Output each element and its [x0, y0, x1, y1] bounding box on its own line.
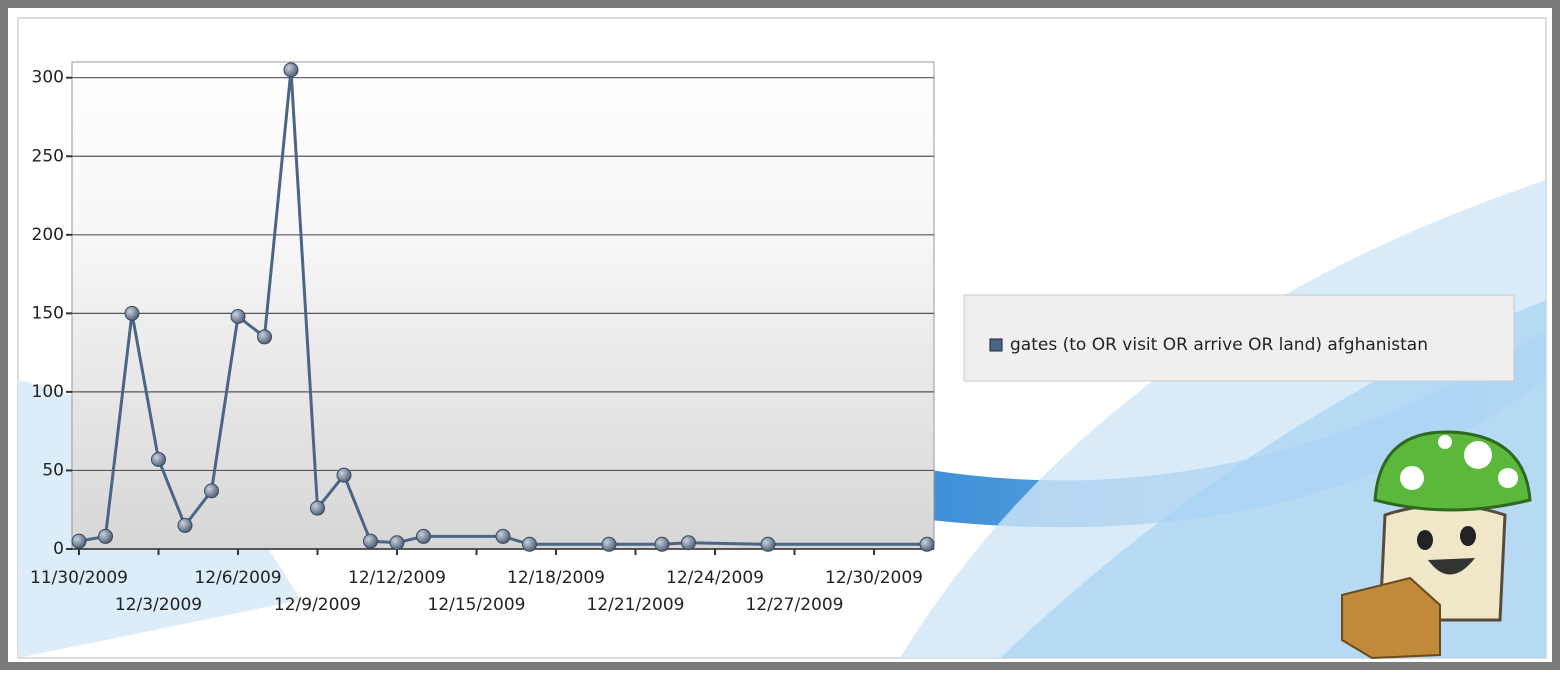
legend-label: gates (to OR visit OR arrive OR land) af… [1010, 335, 1428, 355]
data-point [152, 452, 166, 466]
y-tick-label: 150 [32, 303, 64, 323]
data-point [72, 534, 86, 548]
data-point [178, 518, 192, 532]
data-point [682, 536, 696, 550]
x-tick-label: 12/12/2009 [348, 568, 446, 588]
chart: 0 50 100 150 200 250 300 11/30/2009 12/3/2009 12/… [0, 0, 1560, 670]
data-point [231, 309, 245, 323]
x-tick-label: 12/6/2009 [194, 568, 281, 588]
data-point [417, 529, 431, 543]
y-tick-label: 200 [32, 225, 64, 245]
x-tick-label: 12/24/2009 [666, 568, 764, 588]
data-point [523, 537, 537, 551]
data-point [284, 63, 298, 77]
data-point [602, 537, 616, 551]
data-point [761, 537, 775, 551]
x-tick-label: 12/15/2009 [428, 595, 526, 615]
x-tick-label: 12/9/2009 [274, 595, 361, 615]
x-tick-label: 12/30/2009 [825, 568, 923, 588]
x-tick-label: 12/3/2009 [115, 595, 202, 615]
data-point [205, 484, 219, 498]
y-tick-label: 250 [32, 146, 64, 166]
data-point [311, 501, 325, 515]
x-tick-label: 12/21/2009 [587, 595, 685, 615]
data-point [364, 534, 378, 548]
data-point [99, 529, 113, 543]
page: 0 50 100 150 200 250 300 11/30/2009 12/3/2009 12/… [0, 0, 1560, 674]
y-tick-label: 300 [32, 68, 64, 88]
x-tick-label: 11/30/2009 [30, 568, 128, 588]
y-tick-label: 100 [32, 382, 64, 402]
plot-area [72, 62, 934, 549]
y-tick-label: 50 [42, 460, 64, 480]
data-point [258, 330, 272, 344]
data-point [920, 537, 934, 551]
legend-swatch [990, 339, 1002, 351]
data-point [125, 306, 139, 320]
x-tick-label: 12/18/2009 [507, 568, 605, 588]
data-point [337, 468, 351, 482]
data-point [496, 529, 510, 543]
data-point [655, 537, 669, 551]
x-tick-label: 12/27/2009 [746, 595, 844, 615]
y-tick-label: 0 [53, 539, 64, 559]
data-point [390, 536, 404, 550]
